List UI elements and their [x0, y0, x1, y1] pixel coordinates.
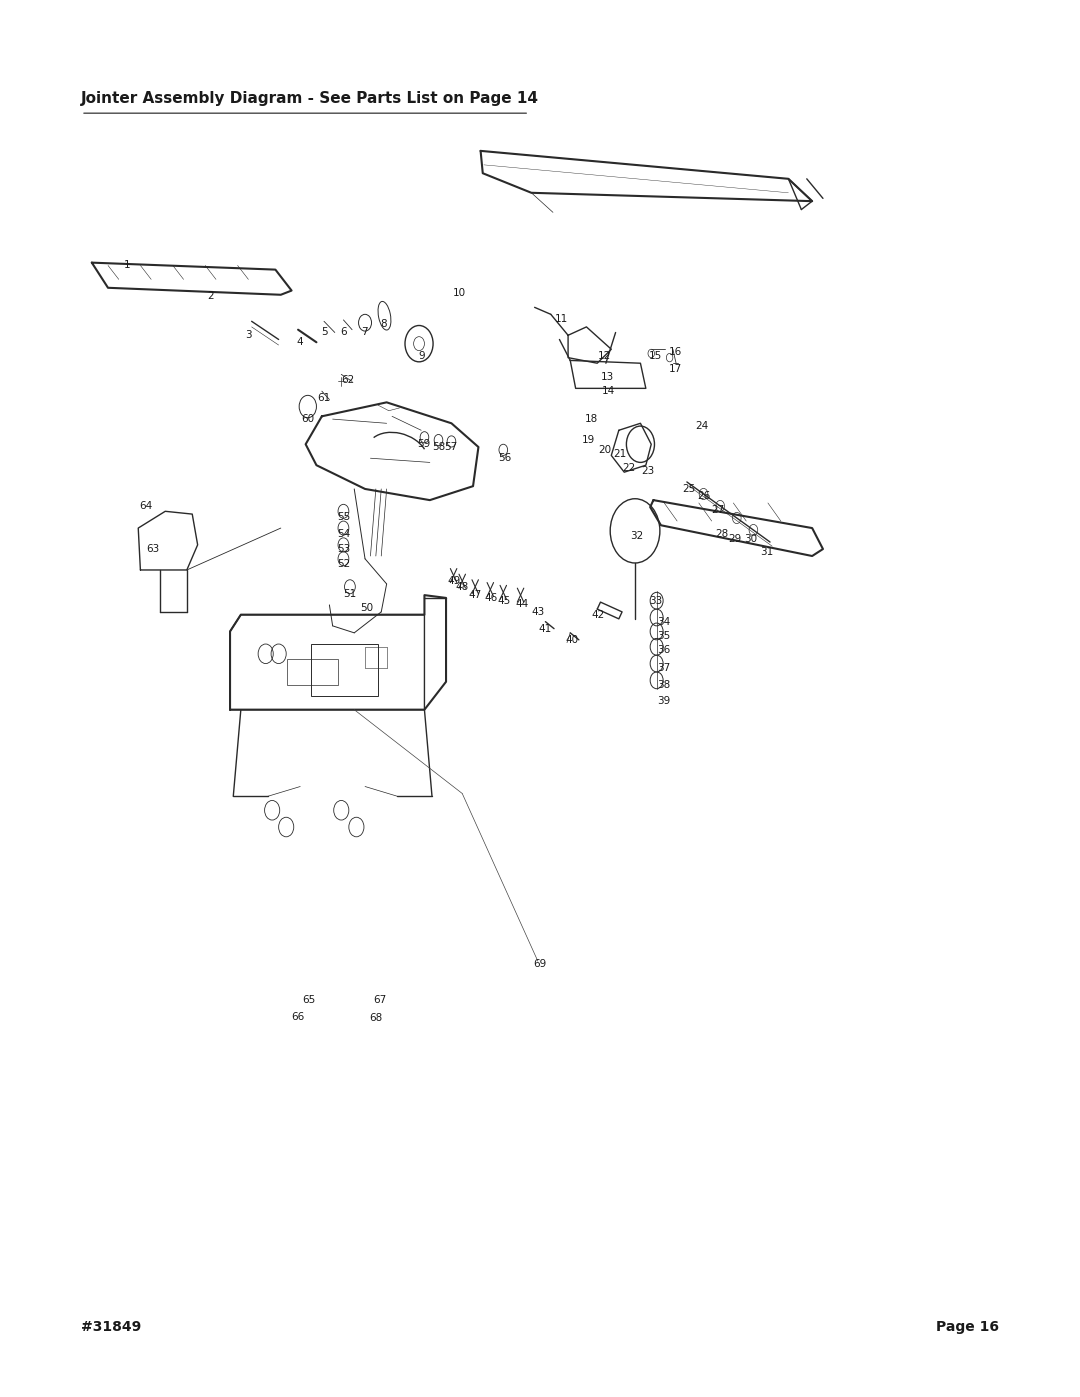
- Text: 65: 65: [302, 995, 315, 1006]
- Text: 6: 6: [340, 327, 347, 338]
- Text: 38: 38: [658, 679, 671, 690]
- Text: 29: 29: [728, 534, 741, 545]
- Text: 64: 64: [139, 500, 152, 511]
- Text: 9: 9: [418, 351, 424, 362]
- Text: 49: 49: [447, 576, 460, 587]
- Text: Page 16: Page 16: [936, 1320, 999, 1334]
- Text: 61: 61: [318, 393, 330, 404]
- Text: 50: 50: [361, 602, 374, 613]
- Text: 1: 1: [124, 260, 131, 271]
- Text: 67: 67: [374, 995, 387, 1006]
- Text: 28: 28: [715, 528, 728, 539]
- Text: 8: 8: [380, 319, 387, 330]
- Text: 21: 21: [613, 448, 626, 460]
- Text: 42: 42: [592, 609, 605, 620]
- Text: 69: 69: [534, 958, 546, 970]
- Text: 57: 57: [444, 441, 457, 453]
- Text: 55: 55: [337, 511, 350, 522]
- Text: 7: 7: [361, 327, 367, 338]
- Text: 52: 52: [337, 559, 350, 570]
- Text: Jointer Assembly Diagram - See Parts List on Page 14: Jointer Assembly Diagram - See Parts Lis…: [81, 91, 539, 106]
- Text: 41: 41: [539, 623, 552, 634]
- Text: 3: 3: [245, 330, 252, 341]
- Text: 54: 54: [337, 528, 350, 539]
- Text: 5: 5: [321, 327, 327, 338]
- Text: 15: 15: [649, 351, 662, 362]
- Bar: [311, 644, 378, 696]
- Text: 17: 17: [669, 363, 681, 374]
- Text: 44: 44: [515, 598, 528, 609]
- Text: 47: 47: [469, 590, 482, 601]
- Text: 14: 14: [602, 386, 615, 397]
- Text: 59: 59: [417, 439, 430, 450]
- Text: 13: 13: [600, 372, 613, 383]
- Text: 4: 4: [297, 337, 303, 348]
- Text: 58: 58: [432, 441, 445, 453]
- Text: 63: 63: [147, 543, 160, 555]
- Text: 18: 18: [585, 414, 598, 425]
- Text: 43: 43: [531, 606, 544, 617]
- Text: 56: 56: [498, 453, 511, 464]
- Text: 16: 16: [669, 346, 681, 358]
- Text: 53: 53: [337, 543, 350, 555]
- Text: 27: 27: [712, 504, 725, 515]
- Text: 26: 26: [698, 490, 711, 502]
- Text: 66: 66: [292, 1011, 305, 1023]
- Text: 24: 24: [696, 420, 708, 432]
- Text: 37: 37: [658, 662, 671, 673]
- Text: 23: 23: [642, 465, 654, 476]
- Text: 45: 45: [498, 595, 511, 606]
- Text: 10: 10: [453, 288, 465, 299]
- Text: 11: 11: [555, 313, 568, 324]
- Text: 2: 2: [207, 291, 214, 302]
- Text: 34: 34: [658, 616, 671, 627]
- Text: 33: 33: [649, 595, 662, 606]
- Text: 51: 51: [343, 588, 356, 599]
- Text: 60: 60: [301, 414, 314, 425]
- Text: #31849: #31849: [81, 1320, 141, 1334]
- Text: 32: 32: [631, 531, 644, 542]
- Text: 48: 48: [456, 581, 469, 592]
- Text: 39: 39: [658, 696, 671, 707]
- Text: 19: 19: [582, 434, 595, 446]
- Text: 12: 12: [598, 351, 611, 362]
- Text: 62: 62: [341, 374, 354, 386]
- Text: 35: 35: [658, 630, 671, 641]
- Text: 46: 46: [485, 592, 498, 604]
- Text: 30: 30: [744, 534, 757, 545]
- Bar: [287, 659, 338, 685]
- Text: 20: 20: [598, 444, 611, 455]
- Text: 25: 25: [683, 483, 696, 495]
- Text: 36: 36: [658, 644, 671, 655]
- Text: 22: 22: [622, 462, 635, 474]
- Text: 68: 68: [369, 1013, 382, 1024]
- Text: 40: 40: [566, 634, 579, 645]
- Text: 31: 31: [760, 546, 773, 557]
